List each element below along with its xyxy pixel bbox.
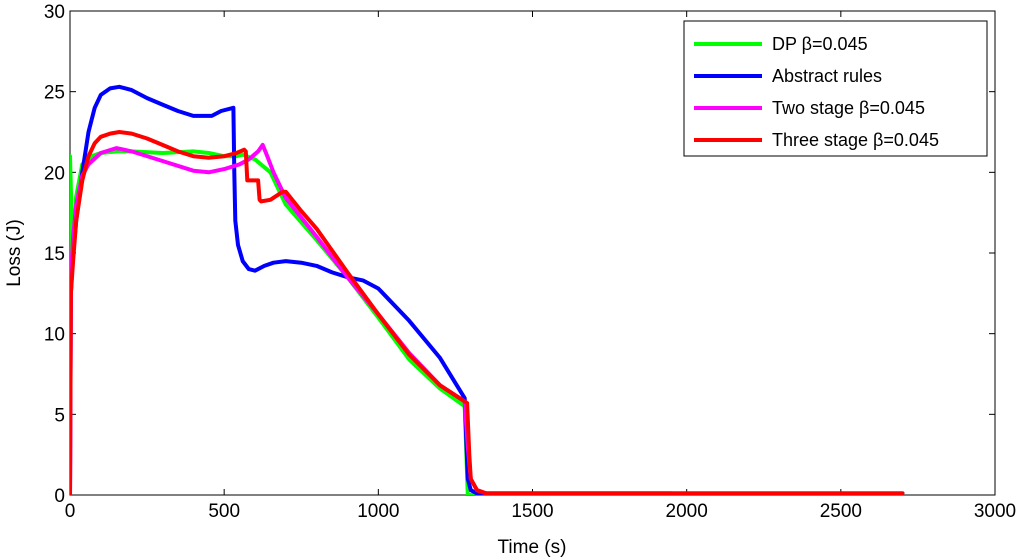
legend-label-2: Abstract rules xyxy=(772,66,882,86)
y-tick-label: 25 xyxy=(44,83,65,104)
legend-label-1: DP β=0.045 xyxy=(772,34,868,54)
x-tick-label: 1500 xyxy=(511,501,553,522)
x-tick-label: 1000 xyxy=(357,501,399,522)
series-line-4 xyxy=(70,130,905,495)
legend-items: DP β=0.045 Abstract rules Two stage β=0.04… xyxy=(694,34,939,150)
y-tick-label: 0 xyxy=(54,486,65,507)
series-layer xyxy=(70,84,905,495)
x-axis-label: Time (s) xyxy=(498,537,567,558)
x-tick-label: 500 xyxy=(208,501,240,522)
y-axis-label: Loss (J) xyxy=(4,219,25,287)
y-tick-label: 20 xyxy=(44,163,65,184)
y-tick-label: 15 xyxy=(44,244,65,265)
y-tick-label: 30 xyxy=(44,2,65,23)
x-tick-label: 2500 xyxy=(820,501,862,522)
y-tick-label: 5 xyxy=(54,405,65,426)
x-tick-label: 2000 xyxy=(666,501,708,522)
legend: DP β=0.045 Abstract rules Two stage β=0.04… xyxy=(683,20,988,157)
y-tick-label: 10 xyxy=(44,325,65,346)
x-tick-label: 0 xyxy=(65,501,76,522)
tick-labels: 0 500 1000 1500 2000 2500 3000 0 5 10 15 20 25 30 xyxy=(44,2,1016,522)
legend-label-3: Two stage β=0.045 xyxy=(772,98,925,118)
legend-label-4: Three stage β=0.045 xyxy=(772,130,939,150)
x-tick-label: 3000 xyxy=(974,501,1016,522)
